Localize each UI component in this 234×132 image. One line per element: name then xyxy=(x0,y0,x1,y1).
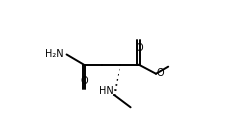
Text: O: O xyxy=(80,76,88,86)
Text: O: O xyxy=(157,68,164,78)
Text: O: O xyxy=(135,43,143,53)
Text: HN: HN xyxy=(99,86,114,96)
Text: H₂N: H₂N xyxy=(45,50,64,59)
